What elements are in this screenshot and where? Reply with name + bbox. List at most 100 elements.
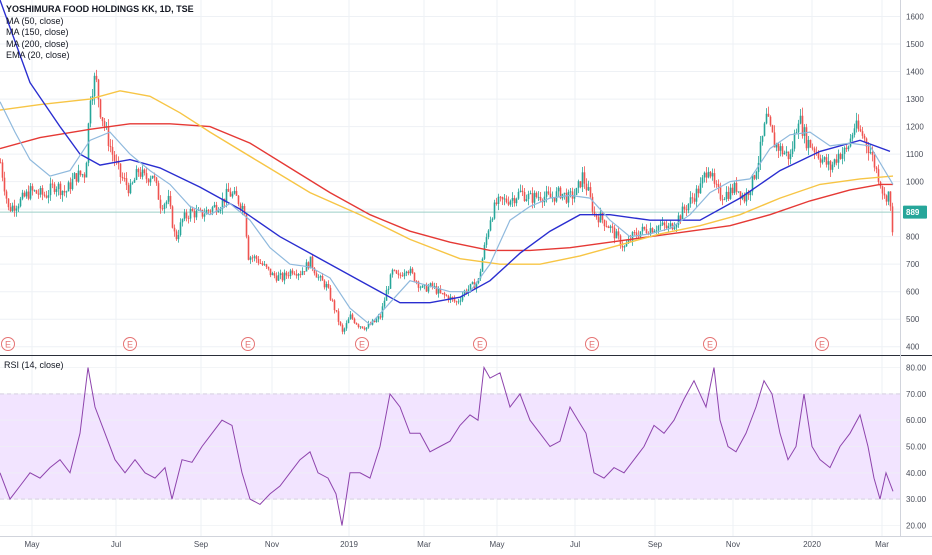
candle-body — [621, 245, 624, 248]
candle-body — [413, 272, 416, 282]
earnings-marker-label: E — [359, 340, 365, 350]
candle-body — [699, 183, 702, 194]
earnings-marker-circle — [355, 337, 369, 351]
candle-body — [289, 270, 292, 277]
earnings-marker-circle — [123, 337, 137, 351]
candle-body — [581, 172, 584, 188]
candle-body — [885, 195, 888, 202]
candle-body — [821, 159, 824, 163]
candle-body — [851, 134, 854, 139]
candle-body — [485, 237, 488, 245]
ma150-line — [0, 90, 894, 265]
candle-body — [75, 173, 78, 182]
candle-body — [811, 147, 814, 149]
candle-body — [393, 269, 396, 271]
candle-body — [121, 176, 124, 179]
candle-body — [167, 195, 170, 202]
candle-body — [215, 204, 218, 213]
candle-body — [135, 168, 138, 180]
candle-body — [341, 325, 344, 332]
candle-body — [507, 202, 510, 205]
earnings-marker-0: E — [1, 337, 15, 351]
candle-body — [277, 275, 280, 281]
x-tick-label: Mar — [875, 540, 889, 549]
candle-body — [813, 148, 816, 153]
candle-body — [309, 256, 312, 269]
candle-body — [417, 281, 420, 288]
earnings-marker-5: E — [585, 337, 599, 351]
candle-body — [345, 323, 348, 329]
candle-body — [179, 222, 182, 236]
candle-body — [809, 139, 812, 148]
candle-body — [823, 157, 826, 160]
candle-body — [697, 188, 700, 194]
candle-body — [27, 191, 30, 199]
candle-body — [295, 274, 298, 276]
candle-body — [871, 152, 874, 155]
price-tick-label: 800 — [906, 233, 920, 242]
candle-body — [665, 225, 668, 229]
candle-body — [259, 263, 262, 264]
candle-body — [361, 326, 364, 329]
candle-body — [379, 316, 382, 318]
candle-body — [643, 226, 646, 230]
candle-body — [389, 274, 392, 289]
candle-body — [431, 283, 434, 287]
candle-body — [889, 191, 892, 207]
candle-body — [115, 160, 118, 162]
candle-body — [497, 196, 500, 204]
rsi-tick-label: 70.00 — [906, 390, 927, 399]
candle-body — [493, 202, 496, 219]
candle-body — [19, 198, 22, 207]
candle-body — [603, 219, 606, 227]
candle-body — [723, 199, 726, 200]
candle-body — [527, 193, 530, 200]
legend-ma200[interactable]: MA (200, close) — [6, 38, 69, 49]
candle-body — [381, 306, 384, 318]
candle-body — [425, 284, 428, 292]
candle-body — [797, 123, 800, 133]
candle-body — [553, 197, 556, 202]
candle-body — [577, 181, 580, 189]
candle-body — [247, 236, 250, 260]
candle-body — [545, 191, 548, 197]
legend-ma50[interactable]: MA (50, close) — [6, 15, 64, 26]
x-tick-label: 2020 — [803, 540, 821, 549]
candle-body — [195, 210, 198, 218]
candle-body — [859, 129, 862, 132]
candle-body — [39, 188, 42, 195]
candle-body — [585, 183, 588, 191]
legend-ma150[interactable]: MA (150, close) — [6, 27, 69, 37]
candle-body — [347, 319, 350, 324]
candle-body — [727, 191, 730, 199]
candle-body — [751, 175, 754, 192]
candle-body — [719, 186, 722, 200]
candle-body — [311, 256, 314, 269]
candle-body — [557, 187, 560, 192]
candle-body — [675, 224, 678, 228]
candle-body — [673, 227, 676, 230]
candle-body — [269, 268, 272, 276]
candle-body — [731, 187, 734, 194]
candle-body — [339, 321, 342, 326]
candle-body — [221, 198, 224, 209]
candle-body — [127, 185, 130, 194]
candle-body — [53, 184, 56, 192]
candle-body — [611, 226, 614, 228]
candle-body — [471, 282, 474, 284]
legend-ema20[interactable]: EMA (20, close) — [6, 50, 70, 60]
candle-body — [433, 286, 436, 287]
candle-body — [79, 170, 82, 175]
candle-body — [387, 288, 390, 291]
candle-body — [489, 220, 492, 231]
candle-body — [709, 171, 712, 177]
rsi-legend[interactable]: RSI (14, close) — [4, 360, 64, 370]
candle-body — [779, 146, 782, 151]
candle-body — [773, 132, 776, 148]
candle-body — [219, 208, 222, 211]
x-tick-label: Sep — [648, 540, 663, 549]
candle-body — [783, 152, 786, 155]
candle-body — [891, 206, 894, 233]
candle-body — [225, 188, 228, 203]
